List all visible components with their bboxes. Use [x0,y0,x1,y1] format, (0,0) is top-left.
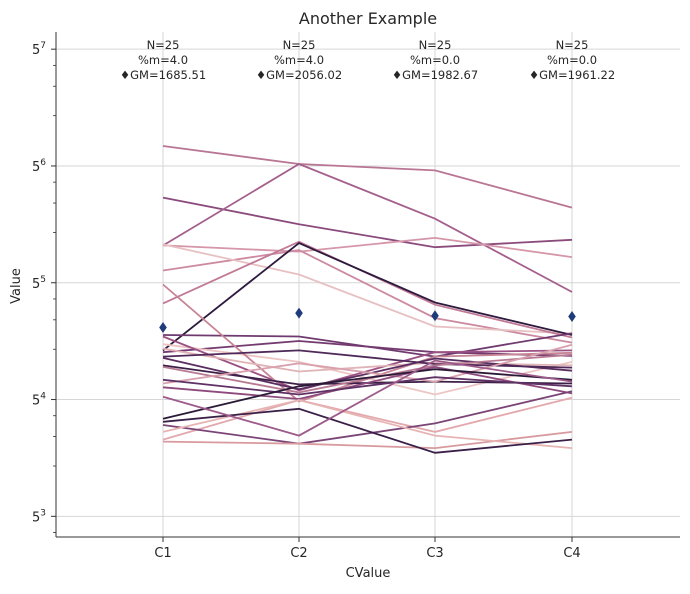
x-tick-label: C1 [154,546,171,561]
series-line [162,376,573,396]
series-line [162,243,573,335]
x-tick-label: C4 [563,546,580,561]
annotation-n: N=25 [147,38,180,52]
series-line [162,349,573,369]
series-line [162,236,573,258]
y-tick-label: 54 [32,392,46,409]
x-tick-label: C3 [426,546,443,561]
y-tick-label: 53 [32,508,46,525]
series-line [162,396,573,441]
series-layer [162,145,573,454]
x-axis-label: CValue [346,566,391,581]
y-axis-label: Value [9,268,24,304]
series-line [162,431,573,450]
grid-layer [56,32,680,537]
chart-title: Another Example [299,9,437,28]
annotation-geometric-mean: ♦GM=1961.22 [529,68,615,82]
y-tick-label: 55 [32,275,46,292]
geometric-mean-marker [159,322,167,334]
annotation-percent-missing: %m=0.0 [547,53,597,67]
series-line [162,390,573,445]
geometric-mean-marker [431,310,439,322]
series-line [162,368,573,420]
annotation-percent-missing: %m=0.0 [410,53,460,67]
series-line [162,365,573,400]
series-line [162,242,573,352]
annotation-n: N=25 [556,38,589,52]
y-tick-label: 57 [32,41,46,58]
series-line [162,162,573,293]
series-line [162,335,573,392]
series-line [162,145,573,209]
series-line [162,343,573,385]
annotation-percent-missing: %m=4.0 [274,53,324,67]
annotation-layer: N=25%m=4.0♦GM=1685.51N=25%m=4.0♦GM=2056.… [120,38,615,82]
annotation-n: N=25 [283,38,316,52]
marker-layer [159,307,576,334]
annotation-geometric-mean: ♦GM=1982.67 [392,68,478,82]
annotation-percent-missing: %m=4.0 [138,53,188,67]
series-line [162,353,573,394]
tick-layer: 53 54 55 56 57 C1 C2 C3 C4 [32,41,581,561]
annotation-geometric-mean: ♦GM=2056.02 [256,68,342,82]
annotation-n: N=25 [419,38,452,52]
series-line [162,196,573,249]
series-line [162,359,573,437]
annotation-geometric-mean: ♦GM=1685.51 [120,68,206,82]
y-tick-label: 56 [32,158,46,175]
x-tick-label: C2 [290,546,307,561]
geometric-mean-marker [568,311,576,323]
axes-layer [55,32,680,538]
geometric-mean-marker [295,307,303,319]
